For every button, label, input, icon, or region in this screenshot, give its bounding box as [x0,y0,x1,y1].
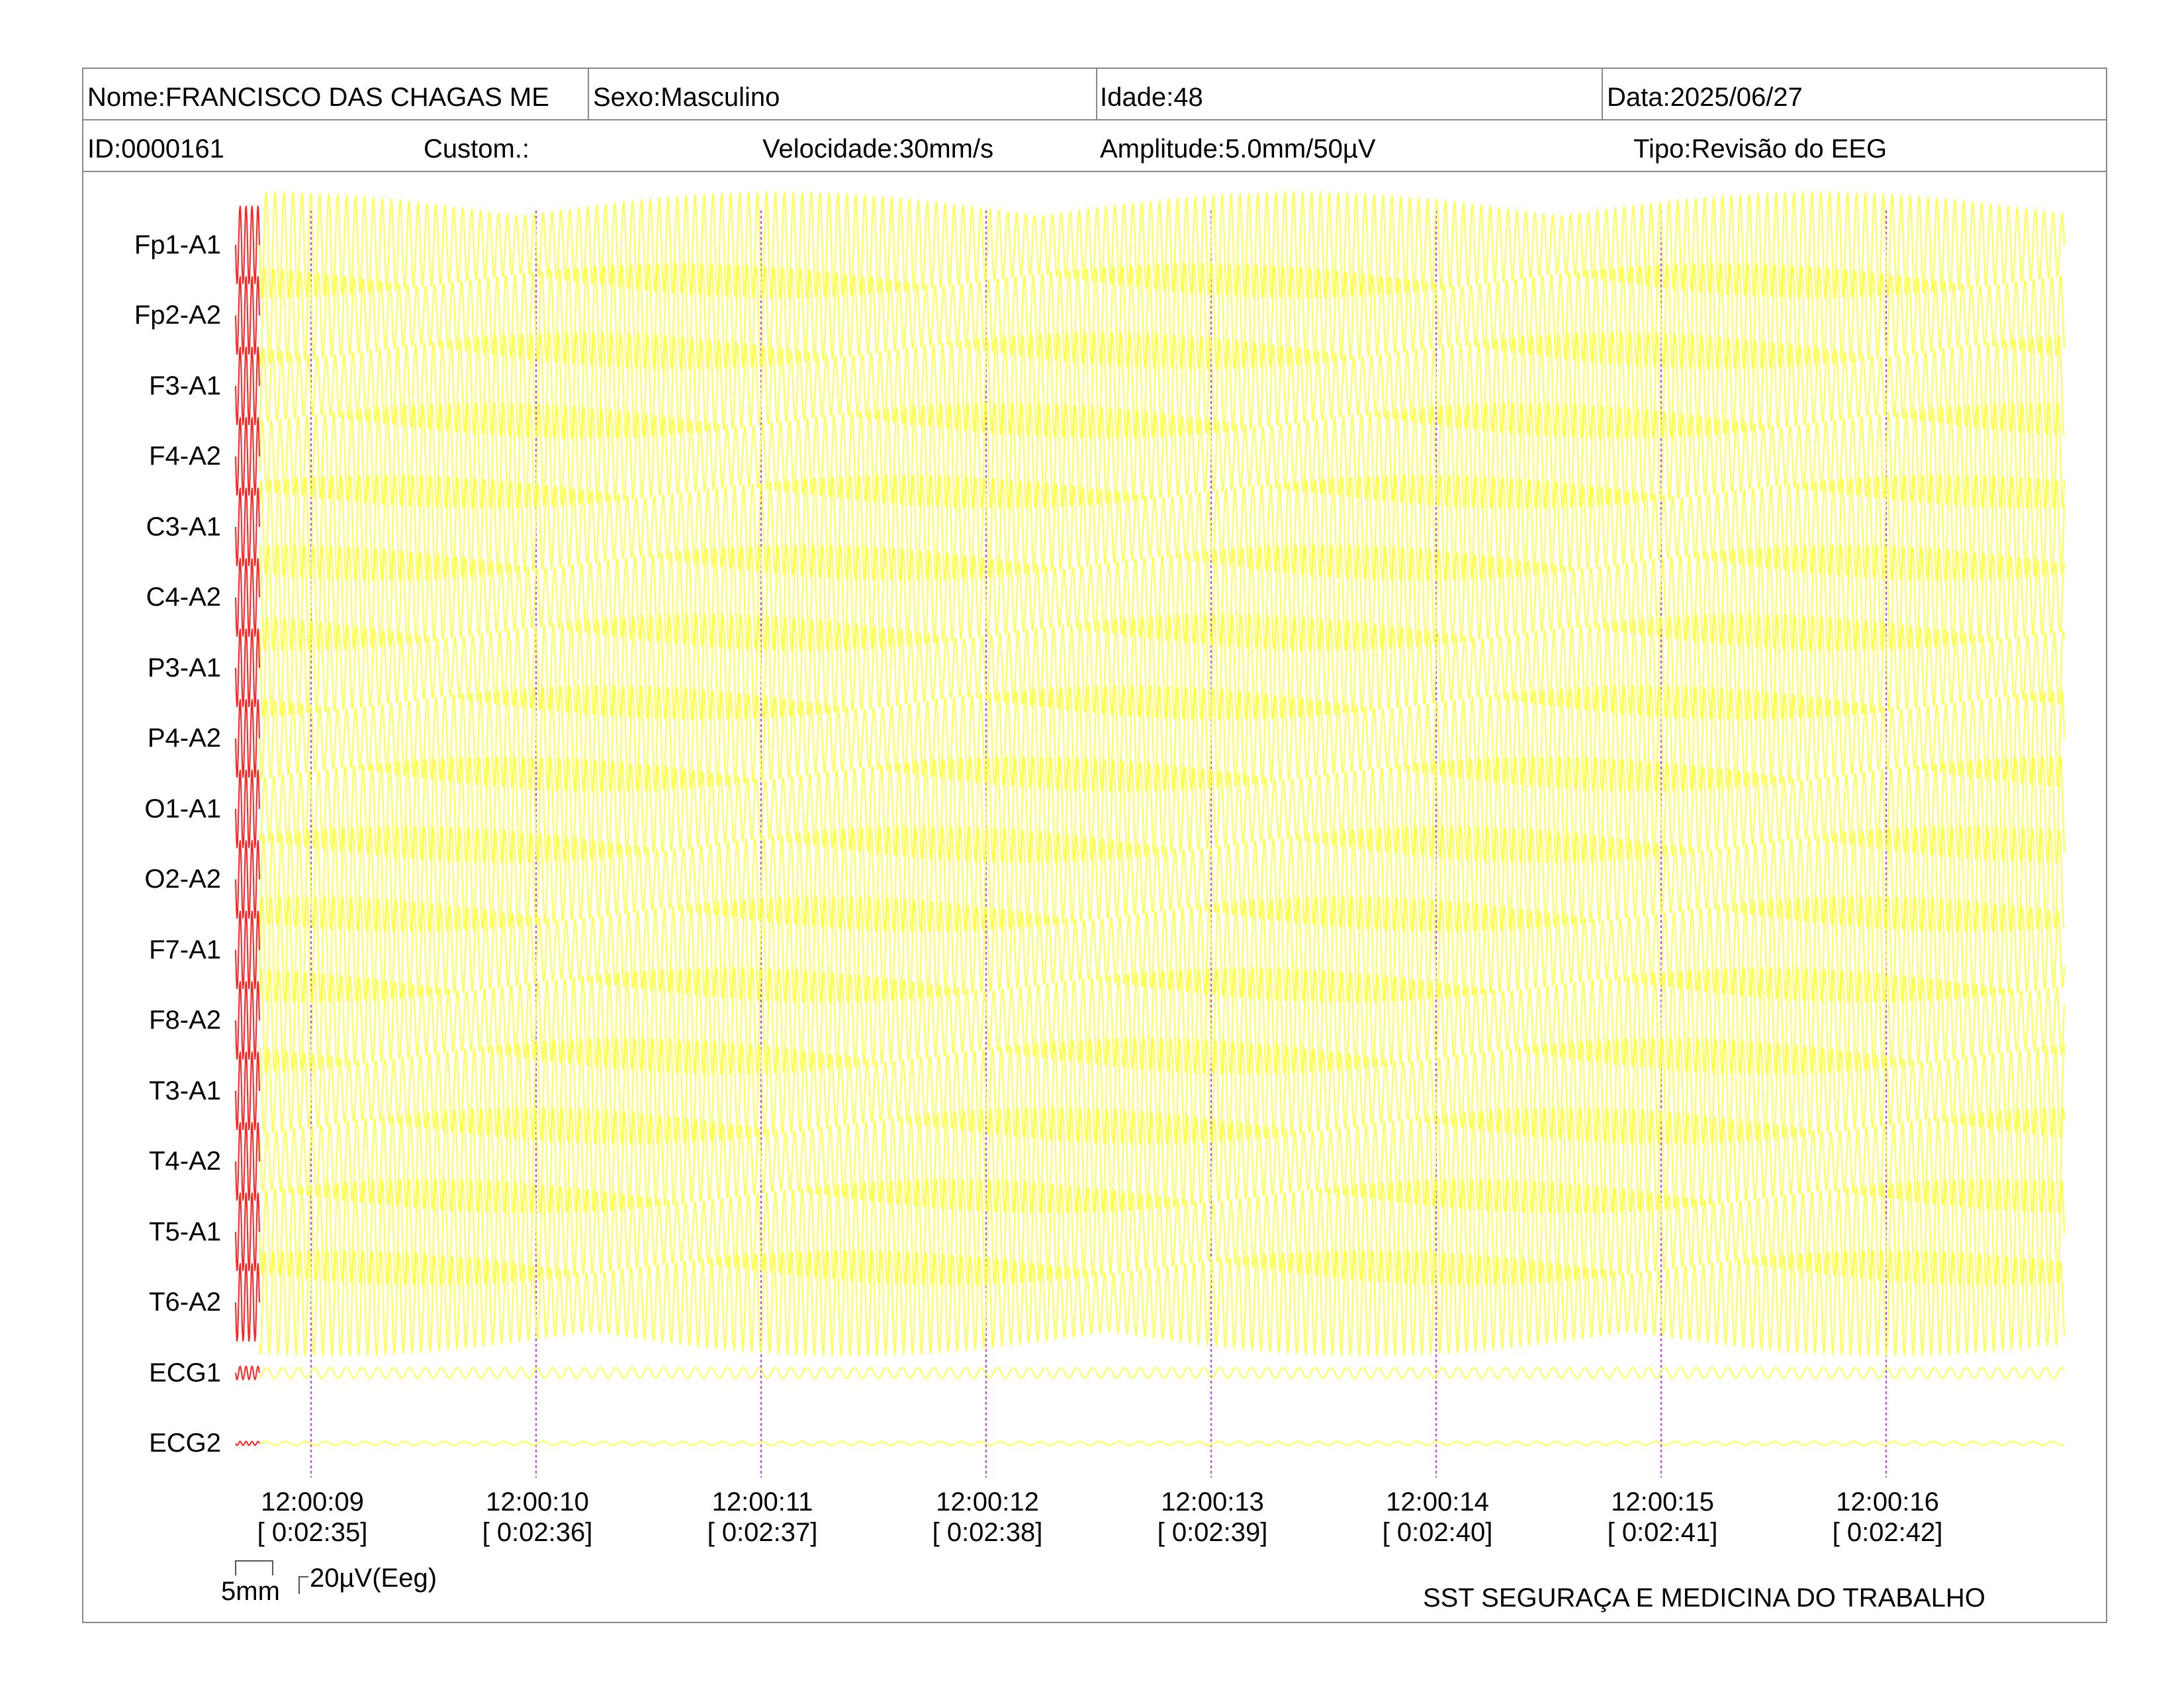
header-divider [82,119,2107,120]
amplitude-setting: Amplitude:5.0mm/50µV [1100,134,1376,164]
channel-trace [259,544,2065,651]
time-clock-label: 12:00:15 [1611,1487,1714,1517]
calibration-pulse [235,1263,260,1342]
channel-label: F7-A1 [149,935,221,964]
channel-label: O1-A1 [144,794,221,823]
channel-label: F4-A2 [149,442,221,471]
time-clock-label: 12:00:16 [1836,1487,1939,1517]
channel-label: O2-A2 [144,865,221,894]
calibration-pulse [235,417,260,496]
calibration-pulse [235,1365,260,1381]
channel-label: Fp2-A2 [134,301,221,330]
time-elapsed-label: [ 0:02:37] [707,1518,818,1547]
time-clock-label: 12:00:11 [711,1487,813,1517]
header-cell-divider [588,68,589,119]
calibration-pulse [235,487,260,567]
time-clock-label: 12:00:13 [1161,1487,1264,1517]
channel-label: C4-A2 [146,583,221,612]
time-elapsed-label: [ 0:02:42] [1832,1518,1943,1547]
record-frame [82,68,2107,1623]
patient-name: Nome:FRANCISCO DAS CHAGAS ME [87,83,549,112]
time-clock-label: 12:00:09 [261,1487,364,1517]
calibration-pulse [235,205,260,285]
time-elapsed-label: [ 0:02:40] [1382,1518,1493,1547]
channel-label: Fp1-A1 [134,230,221,259]
channel-trace [259,684,2065,792]
time-elapsed-label: [ 0:02:41] [1607,1518,1718,1547]
channel-trace [259,755,2065,863]
patient-sex: Sexo:Masculino [593,83,780,112]
channel-label: P4-A2 [147,724,221,753]
header-cell-divider [1096,68,1097,119]
calibration-pulse [235,840,260,919]
channel-label: F3-A1 [149,371,221,400]
time-elapsed-label: [ 0:02:38] [932,1518,1043,1547]
calibration-pulse [235,1440,260,1446]
time-clock-label: 12:00:10 [486,1487,589,1517]
channel-label: T3-A1 [149,1076,221,1105]
time-elapsed-label: [ 0:02:39] [1157,1518,1268,1547]
calibration-pulse [235,910,260,990]
header-cell-divider [1602,68,1603,119]
channel-trace [259,262,2065,370]
channel-trace [259,1107,2065,1213]
channel-label: ECG1 [149,1358,221,1387]
record-type: Tipo:Revisão do EEG [1633,134,1888,164]
channel-label: T4-A2 [149,1147,221,1176]
patient-id: ID:0000161 [87,134,224,164]
scale-time-label: 5mm [221,1577,280,1606]
calibration-pulse [235,558,260,637]
channel-label: F8-A2 [149,1006,221,1035]
channel-trace [259,402,2065,509]
channel-trace [259,1178,2065,1286]
channel-label: ECG2 [149,1429,221,1458]
calibration-pulse [235,699,260,778]
custom-field: Custom.: [424,134,530,164]
time-elapsed-label: [ 0:02:36] [482,1518,593,1547]
channel-trace [259,1440,2065,1446]
calibration-pulse [235,346,260,426]
channel-trace [259,1250,2065,1357]
calibration-pulse [235,769,260,849]
channel-trace [259,1037,2065,1145]
calibration-pulse [235,1192,260,1272]
channel-trace [259,825,2065,933]
record-date: Data:2025/06/27 [1607,83,1803,112]
company-name: SST SEGURAÇA E MEDICINA DO TRABALHO [1423,1583,1985,1613]
channel-label: P3-A1 [147,653,221,682]
channel-trace [259,332,2065,440]
header-divider [82,171,2107,172]
calibration-pulse [235,1122,260,1201]
channel-trace [259,191,2065,299]
scale-amplitude-label: 20µV(Eeg) [310,1564,437,1593]
channel-trace [259,1367,2065,1379]
channel-label: T6-A2 [149,1288,221,1317]
time-clock-label: 12:00:14 [1386,1487,1489,1517]
calibration-pulse [235,1051,260,1131]
time-clock-label: 12:00:12 [936,1487,1039,1517]
channel-label: C3-A1 [146,512,221,541]
channel-trace [259,896,2065,1003]
paper-speed: Velocidade:30mm/s [762,134,994,164]
channel-trace [259,613,2065,720]
channel-trace [259,966,2065,1075]
scale-bar-icon [235,1560,308,1594]
channel-trace [259,474,2065,581]
channel-label: T5-A1 [149,1217,221,1246]
calibration-pulse [235,276,260,355]
calibration-pulse [235,981,260,1060]
time-elapsed-label: [ 0:02:35] [257,1518,368,1547]
patient-age: Idade:48 [1100,83,1203,112]
calibration-pulse [235,628,260,708]
